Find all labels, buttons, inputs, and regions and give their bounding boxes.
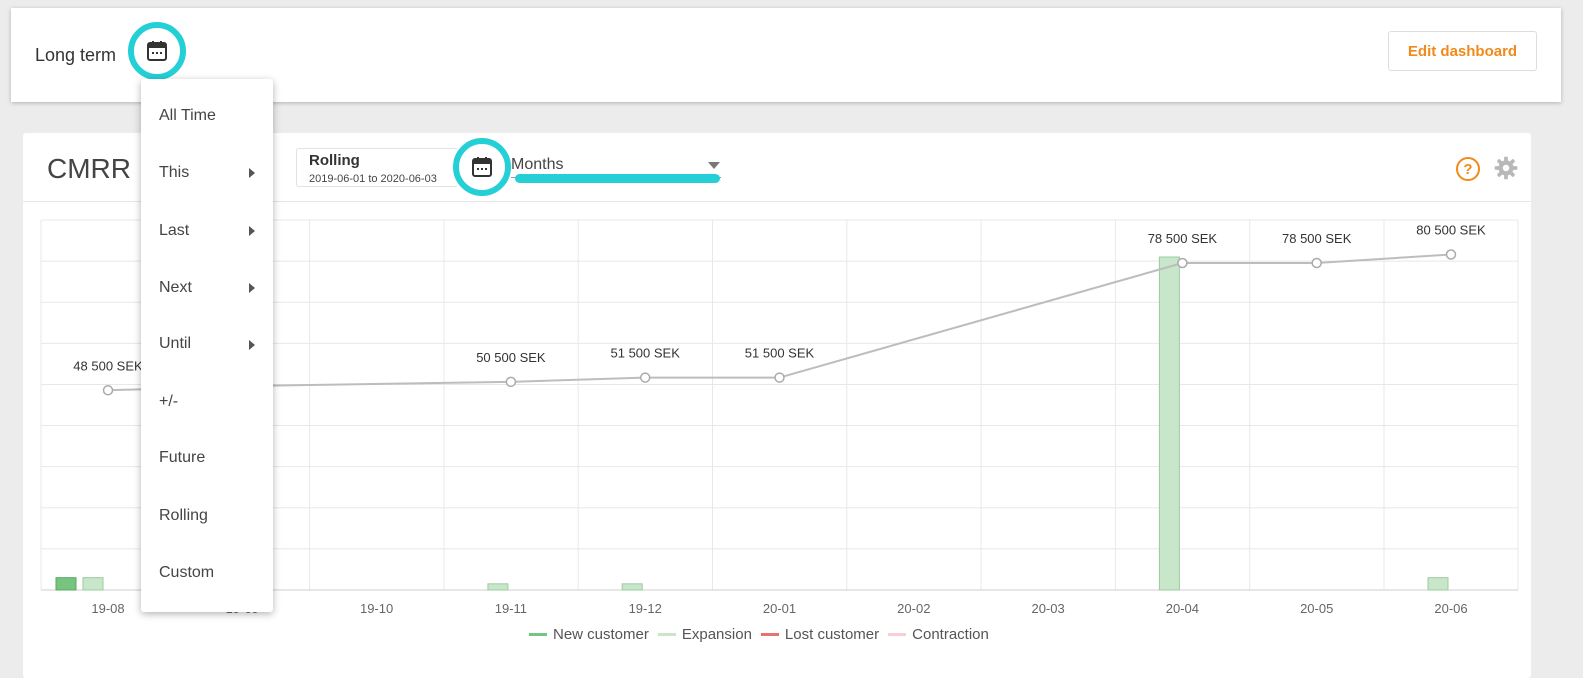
data-label: 80 500 SEK bbox=[1416, 223, 1486, 238]
data-label-bg bbox=[66, 357, 150, 375]
legend-item-contraction[interactable]: Contraction bbox=[888, 626, 989, 643]
menu-item-last[interactable]: Last bbox=[159, 222, 190, 239]
legend-swatch bbox=[760, 633, 779, 636]
bar-expansion bbox=[1427, 577, 1449, 591]
legend-label: New customer bbox=[553, 626, 649, 643]
submenu-arrow-icon bbox=[249, 226, 255, 236]
line-segment bbox=[779, 262, 1183, 379]
widget-divider bbox=[23, 201, 1531, 202]
legend-label: Expansion bbox=[681, 626, 752, 643]
granularity-select[interactable]: Months bbox=[511, 156, 564, 173]
line-segment bbox=[510, 376, 646, 383]
period-calendar-icon[interactable] bbox=[453, 138, 511, 196]
bar-expansion bbox=[487, 583, 509, 591]
help-icon[interactable]: ? bbox=[1455, 156, 1481, 182]
data-label: 48 500 SEK bbox=[73, 358, 143, 373]
chart-legend: New customer Expansion Lost customer Con… bbox=[529, 626, 998, 643]
legend-item-new-customer[interactable]: New customer bbox=[529, 626, 649, 643]
widget-title: CMRR L bbox=[47, 153, 155, 184]
gear-icon[interactable] bbox=[1493, 155, 1519, 181]
legend-item-lost-customer[interactable]: Lost customer bbox=[760, 626, 880, 643]
menu-item-all-time[interactable]: All Time bbox=[159, 107, 216, 124]
bar-expansion bbox=[621, 583, 643, 591]
period-label: Rolling bbox=[309, 152, 360, 169]
period-type-dropdown: All Time This Last Next Until +/- Future… bbox=[141, 79, 273, 612]
line-segment bbox=[1316, 253, 1452, 264]
bar-expansion bbox=[1158, 256, 1180, 591]
data-label-bg bbox=[468, 348, 553, 366]
data-label-bg bbox=[1409, 221, 1493, 239]
x-tick-label: 20-06 bbox=[1434, 601, 1467, 616]
period-selector[interactable]: Rolling 2019-06-01 to 2020-06-03 bbox=[296, 148, 457, 187]
period-range: 2019-06-01 to 2020-06-03 bbox=[309, 173, 437, 185]
line-point bbox=[639, 372, 651, 383]
line-point bbox=[505, 376, 517, 388]
line-point bbox=[1311, 257, 1322, 269]
data-label-bg bbox=[737, 344, 822, 362]
x-tick-label: 20-02 bbox=[897, 601, 930, 616]
x-tick-label: 19-10 bbox=[360, 601, 393, 616]
x-tick-label: 19-12 bbox=[629, 601, 662, 616]
bar-new-customer bbox=[55, 577, 77, 591]
legend-swatch bbox=[888, 633, 907, 636]
x-tick-label: 20-05 bbox=[1300, 601, 1333, 616]
dashboard-title: Long term bbox=[35, 45, 117, 65]
menu-item-plus-minus[interactable]: +/- bbox=[159, 393, 179, 410]
x-tick-label: 20-01 bbox=[763, 601, 796, 616]
submenu-arrow-icon bbox=[249, 168, 255, 178]
granularity-highlight bbox=[515, 174, 720, 183]
menu-item-future[interactable]: Future bbox=[159, 449, 206, 466]
line-segment bbox=[242, 380, 511, 388]
line-point bbox=[1445, 249, 1457, 260]
legend-swatch bbox=[657, 633, 676, 636]
edit-dashboard-button[interactable]: Edit dashboard bbox=[1388, 31, 1537, 71]
menu-item-rolling[interactable]: Rolling bbox=[159, 507, 208, 524]
line-point bbox=[1177, 257, 1188, 269]
submenu-arrow-icon bbox=[249, 340, 255, 350]
menu-item-next[interactable]: Next bbox=[159, 279, 192, 296]
data-label-bg bbox=[603, 344, 688, 362]
calendar-icon[interactable] bbox=[128, 22, 186, 80]
x-tick-label: 19-08 bbox=[91, 601, 124, 616]
cmrr-widget: CMRR L Rolling 2019-06-01 to 2020-06-03 … bbox=[23, 133, 1531, 678]
data-label: 50 500 SEK bbox=[476, 350, 546, 365]
chevron-down-icon[interactable] bbox=[708, 162, 720, 169]
x-tick-label: 19-11 bbox=[495, 601, 527, 616]
x-tick-label: 20-04 bbox=[1166, 601, 1199, 616]
bar-expansion bbox=[82, 577, 104, 591]
legend-label: Lost customer bbox=[784, 626, 880, 643]
legend-swatch bbox=[529, 633, 547, 636]
line-point bbox=[774, 372, 785, 383]
svg-text:?: ? bbox=[1463, 161, 1472, 178]
data-label: 78 500 SEK bbox=[1282, 231, 1352, 246]
data-label: 51 500 SEK bbox=[745, 346, 815, 361]
line-point bbox=[102, 385, 114, 396]
submenu-arrow-icon bbox=[249, 283, 255, 293]
legend-item-expansion[interactable]: Expansion bbox=[657, 626, 752, 643]
x-tick-label: 20-03 bbox=[1031, 601, 1064, 616]
data-label: 51 500 SEK bbox=[611, 346, 681, 361]
legend-label: Contraction bbox=[912, 626, 989, 643]
data-label-bg bbox=[1140, 230, 1225, 247]
menu-item-this[interactable]: This bbox=[159, 164, 190, 181]
data-label-bg bbox=[1274, 230, 1359, 247]
menu-item-custom[interactable]: Custom bbox=[159, 564, 215, 581]
data-label: 78 500 SEK bbox=[1148, 231, 1218, 246]
menu-item-until[interactable]: Until bbox=[159, 335, 192, 352]
